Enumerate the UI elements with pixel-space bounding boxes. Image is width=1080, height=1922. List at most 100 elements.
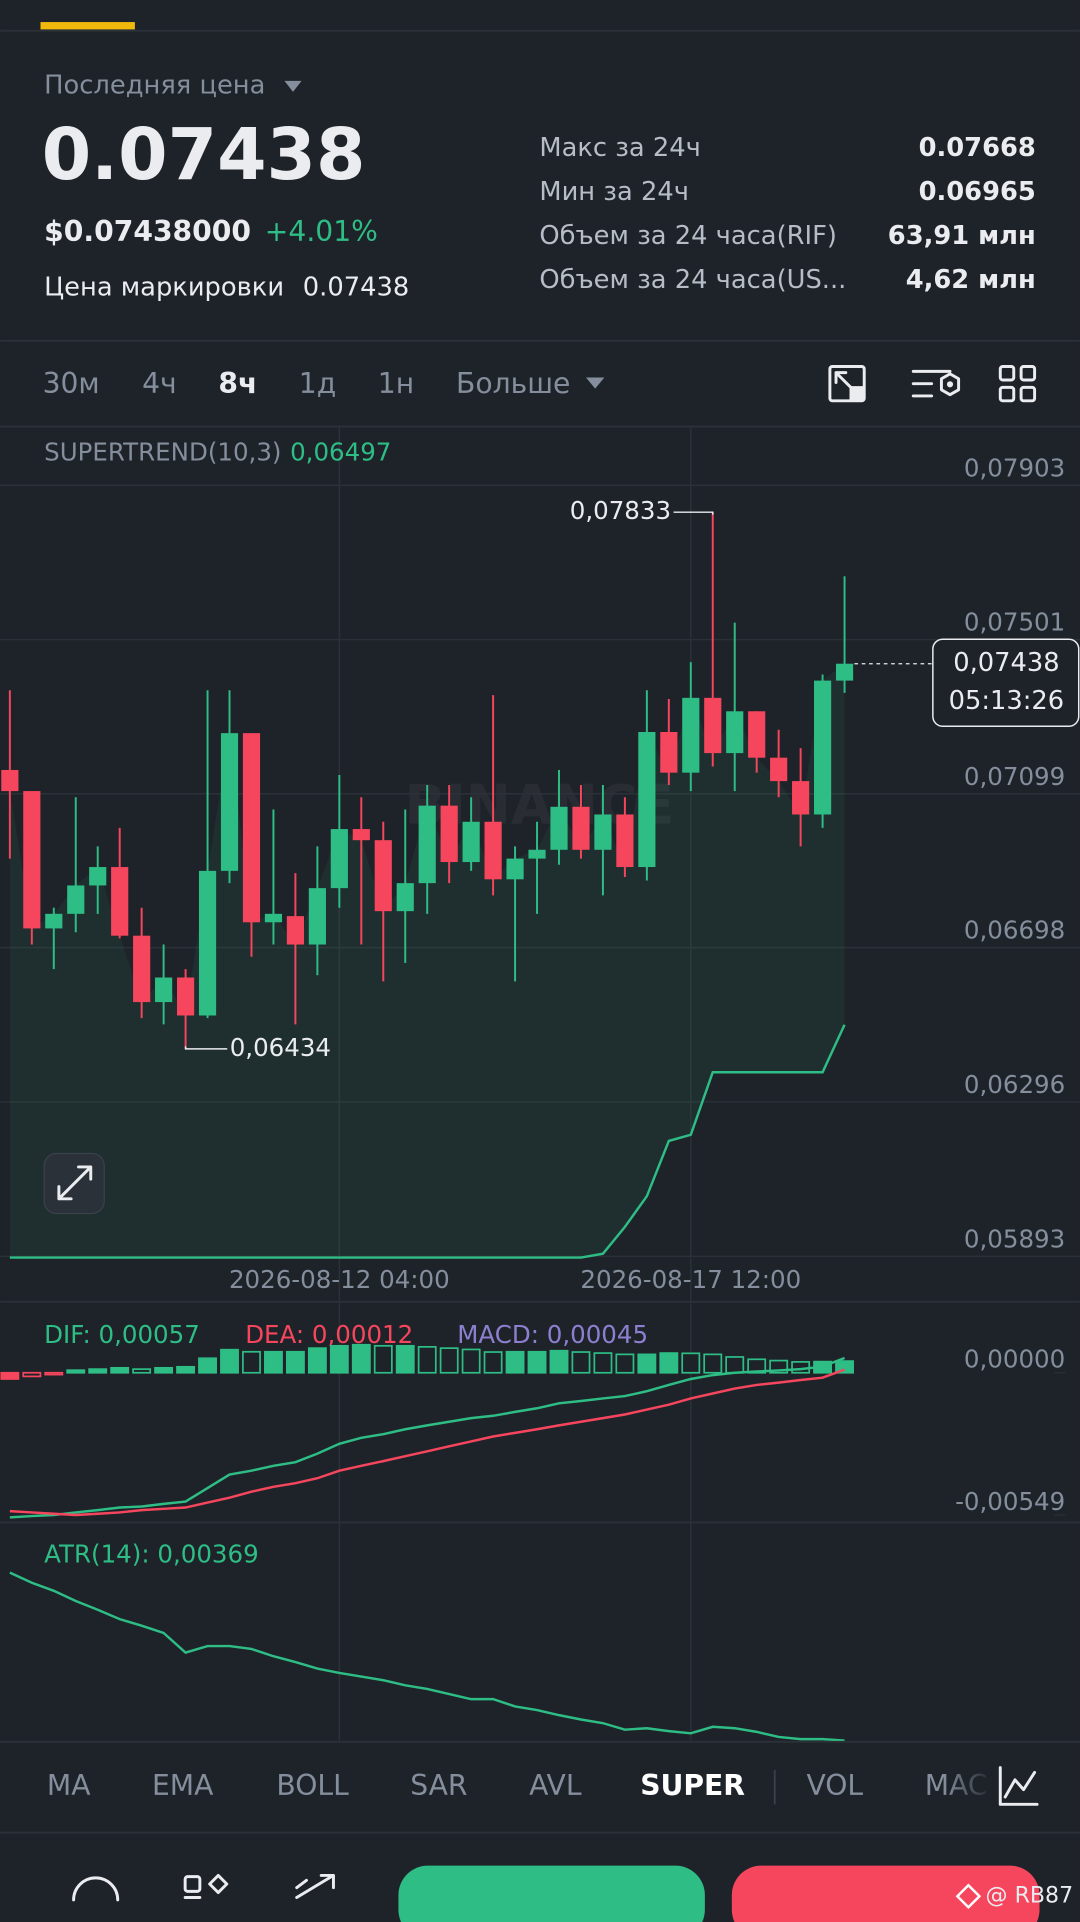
stat-value: 4,62 млн [906, 265, 1036, 295]
candle-body [177, 977, 195, 1016]
low-label: 0,06434 [230, 1033, 331, 1062]
stat-value: 0.07668 [919, 133, 1036, 163]
y-tick-label: 0,06698 [964, 916, 1065, 945]
macd-bar [659, 1352, 679, 1374]
buy-button[interactable] [398, 1865, 705, 1922]
stat-label: Объем за 24 часа(RIF) [539, 221, 837, 251]
macd-bar [264, 1350, 283, 1374]
timeframe[interactable]: 8ч [218, 367, 257, 400]
last-price-label: 0,07438 [953, 648, 1059, 678]
macd-bar [549, 1349, 569, 1374]
high-label: 0,07833 [570, 496, 671, 525]
change: +4.01% [265, 215, 378, 248]
macd-bar [505, 1350, 525, 1374]
watermark: @ RB87 [986, 1883, 1074, 1908]
x-tick-label: 2026-08-12 04:00 [229, 1265, 450, 1294]
timeframe[interactable]: 30м [43, 367, 100, 400]
macd-bar [329, 1344, 349, 1374]
candle-body [418, 805, 436, 884]
layout-icon[interactable] [998, 365, 1037, 403]
macd-bar [0, 1371, 20, 1380]
gauge-icon[interactable] [72, 1876, 120, 1902]
candle-body [484, 821, 502, 880]
candle-body [352, 829, 370, 841]
macd-bar [285, 1350, 305, 1374]
timeframe[interactable]: 1н [378, 367, 414, 400]
dropdown-caret[interactable] [284, 80, 302, 92]
indicator-settings-icon[interactable] [998, 1766, 1039, 1806]
macd-bar [88, 1368, 108, 1374]
y-tick-label: 0,07099 [964, 762, 1065, 791]
indicator-tab[interactable]: EMA [152, 1769, 214, 1802]
candle-body [462, 821, 480, 863]
timeframe-bar: Больше 30м 4ч 8ч 1д 1н [43, 365, 1037, 403]
y-tick-label: -0,00549 [955, 1487, 1065, 1516]
legend-entry: ATR(14): 0,00369 [44, 1539, 259, 1568]
fade-overlay [943, 1765, 993, 1810]
candle-body [682, 697, 700, 773]
legend-entry: MACD: 0,00045 [457, 1320, 648, 1349]
more-timeframes[interactable]: Больше [456, 367, 570, 400]
candle-body [770, 757, 788, 782]
settings-icon[interactable] [911, 369, 961, 398]
indicator-legend: SUPERTREND(10,3) 0,06497 [44, 438, 391, 467]
indicator-tab[interactable]: BOLL [276, 1769, 349, 1802]
indicator-tab[interactable]: SAR [410, 1769, 467, 1802]
macd-bar [176, 1365, 196, 1374]
candle-body [286, 916, 304, 945]
stat-value: 0.06965 [919, 177, 1036, 207]
stat-label: Макс за 24ч [539, 133, 700, 163]
candle-body [835, 663, 854, 681]
expand-button[interactable] [43, 1152, 105, 1215]
macd-line [9, 1356, 845, 1519]
last-price-box [932, 638, 1080, 727]
stat-label: Мин за 24ч [539, 177, 689, 207]
macd-bar [22, 1371, 42, 1378]
macd-bar [571, 1351, 591, 1374]
candle-body [198, 870, 217, 1016]
legend-entry: DIF: 0,00057 [44, 1320, 200, 1349]
dropdown-caret[interactable] [585, 377, 605, 389]
candle-body [440, 805, 458, 863]
charts: BINANCE0,079030,075010,070990,066980,062… [0, 427, 1080, 1742]
candle-body [726, 711, 744, 754]
candle-body [528, 849, 546, 859]
indicator-tab[interactable]: MA [47, 1769, 91, 1802]
sell-button[interactable] [731, 1865, 1040, 1922]
compare-icon[interactable] [183, 1873, 229, 1899]
candle-body [264, 913, 283, 923]
indicator-name: SUPERTREND(10,3) [44, 438, 281, 467]
timeframe[interactable]: 4ч [142, 367, 177, 400]
candle-body [792, 781, 810, 815]
supertrend-line [9, 1024, 846, 1259]
fullscreen-icon[interactable] [828, 365, 866, 403]
candle-body [330, 829, 348, 889]
macd-bar [835, 1360, 854, 1374]
price-type[interactable]: Последняя цена [44, 70, 265, 100]
candle-body [396, 883, 414, 912]
header: Последняя цена 0.07438 $0.07438000 +4.01… [42, 70, 1036, 302]
indicator-tab[interactable]: VOL [806, 1769, 863, 1802]
candle-body [1, 769, 19, 792]
y-tick-label: 0,05893 [964, 1224, 1065, 1253]
candle-body [616, 814, 634, 868]
candle-body [242, 733, 261, 923]
candle-body [748, 711, 766, 758]
indicator-bar: MAEMABOLLSARAVLSUPERVOLMAC [47, 1765, 1039, 1810]
macd-bar [637, 1353, 657, 1374]
indicator-tab[interactable]: SUPER [640, 1769, 745, 1802]
macd-bar [110, 1366, 130, 1374]
candle-body [814, 680, 832, 815]
macd-bar [417, 1345, 437, 1374]
indicator-tab[interactable]: AVL [529, 1769, 582, 1802]
y-tick-label: 0,07903 [964, 453, 1065, 482]
trade-icon[interactable] [295, 1873, 335, 1899]
candle-body [660, 732, 678, 773]
macd-bar [373, 1344, 393, 1374]
timeframe[interactable]: 1д [299, 367, 336, 400]
macd-bar [747, 1358, 767, 1374]
macd-bar [242, 1350, 261, 1374]
candle-body [704, 697, 722, 754]
